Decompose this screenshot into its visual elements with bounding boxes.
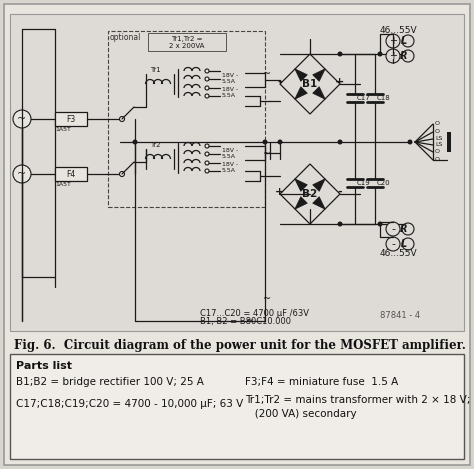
Text: ~: ~: [263, 294, 271, 304]
Text: 87841 - 4: 87841 - 4: [380, 311, 420, 320]
Text: Tr1,Tr2 =
2 x 200VA: Tr1,Tr2 = 2 x 200VA: [169, 36, 205, 48]
Circle shape: [119, 172, 125, 176]
Text: optional: optional: [110, 33, 141, 42]
Circle shape: [133, 139, 137, 144]
Circle shape: [377, 52, 383, 56]
Circle shape: [408, 139, 412, 144]
Text: B1;B2 = bridge rectifier 100 V; 25 A: B1;B2 = bridge rectifier 100 V; 25 A: [16, 377, 204, 387]
Text: +: +: [389, 51, 397, 61]
Circle shape: [205, 144, 209, 148]
Circle shape: [13, 165, 31, 183]
Text: ~: ~: [263, 149, 271, 159]
Circle shape: [386, 34, 400, 48]
Circle shape: [402, 35, 414, 47]
Circle shape: [205, 169, 209, 173]
Text: Fig. 6.  Circuit diagram of the power unit for the MOSFET amplifier.: Fig. 6. Circuit diagram of the power uni…: [14, 339, 466, 352]
Text: Tr1: Tr1: [150, 67, 160, 73]
Text: F3: F3: [66, 114, 76, 123]
Text: L: L: [401, 239, 407, 249]
Circle shape: [337, 221, 343, 227]
Text: ~: ~: [263, 69, 271, 79]
Text: C19: C19: [357, 180, 371, 186]
Text: O: O: [435, 121, 440, 126]
Bar: [108, 31, 265, 207]
Text: +: +: [389, 36, 397, 46]
Text: -: -: [337, 187, 342, 197]
Circle shape: [402, 223, 414, 235]
Circle shape: [377, 221, 383, 227]
Text: 18V -
5.5A: 18V - 5.5A: [222, 148, 238, 159]
Text: B1, B2 = B80C10.000: B1, B2 = B80C10.000: [200, 317, 291, 326]
Polygon shape: [295, 69, 307, 81]
Polygon shape: [313, 87, 325, 99]
Circle shape: [119, 116, 125, 121]
Text: ~: ~: [18, 114, 27, 124]
Polygon shape: [295, 179, 307, 191]
Polygon shape: [295, 197, 307, 209]
Text: 18V -
5.5A: 18V - 5.5A: [222, 162, 238, 173]
Text: O: O: [435, 149, 440, 153]
Text: -: -: [278, 77, 283, 87]
Text: +: +: [336, 77, 345, 87]
Text: L: L: [401, 36, 407, 46]
Circle shape: [277, 139, 283, 144]
Text: ~: ~: [246, 316, 254, 326]
Circle shape: [205, 94, 209, 98]
Text: C17: C17: [357, 95, 371, 101]
Text: F3;F4 = miniature fuse  1.5 A: F3;F4 = miniature fuse 1.5 A: [245, 377, 398, 387]
Text: R: R: [400, 224, 408, 234]
Bar: [10, 14, 464, 331]
Bar: [55, 112, 87, 126]
Text: Parts list: Parts list: [16, 361, 72, 371]
Text: 1A5T: 1A5T: [55, 127, 71, 132]
Text: 18V -
5.5A: 18V - 5.5A: [222, 73, 238, 84]
Circle shape: [337, 52, 343, 56]
Text: O: O: [435, 157, 440, 161]
Circle shape: [13, 110, 31, 128]
Text: R: R: [400, 51, 408, 61]
Circle shape: [205, 86, 209, 90]
Text: F4: F4: [66, 169, 76, 179]
Polygon shape: [313, 69, 325, 81]
Circle shape: [386, 222, 400, 236]
Bar: [10, 354, 464, 459]
Polygon shape: [313, 179, 325, 191]
Circle shape: [205, 161, 209, 165]
Polygon shape: [313, 197, 325, 209]
Text: C17;C18;C19;C20 = 4700 - 10,000 μF; 63 V: C17;C18;C19;C20 = 4700 - 10,000 μF; 63 V: [16, 399, 243, 409]
Text: O: O: [435, 129, 440, 134]
Text: Tr1;Tr2 = mains transformer with 2 × 18 V; 5.5 A: Tr1;Tr2 = mains transformer with 2 × 18 …: [245, 395, 474, 405]
Text: +: +: [275, 187, 284, 197]
Bar: [148, 33, 226, 51]
Circle shape: [205, 69, 209, 73]
Circle shape: [337, 139, 343, 144]
Text: 1A5T: 1A5T: [55, 182, 71, 187]
Circle shape: [386, 49, 400, 63]
Text: -: -: [391, 224, 395, 234]
Polygon shape: [295, 87, 307, 99]
Circle shape: [263, 139, 267, 144]
Text: C20: C20: [377, 180, 391, 186]
Text: Tr2: Tr2: [150, 142, 160, 148]
Text: 46...55V: 46...55V: [380, 26, 418, 35]
Text: (200 VA) secondary: (200 VA) secondary: [245, 409, 356, 419]
Text: B2: B2: [302, 189, 318, 199]
Bar: [447, 132, 451, 152]
Bar: [55, 167, 87, 181]
Text: 46...55V: 46...55V: [380, 249, 418, 258]
Circle shape: [205, 152, 209, 156]
Circle shape: [402, 50, 414, 62]
Text: LS: LS: [435, 142, 442, 146]
Circle shape: [205, 77, 209, 81]
Circle shape: [402, 238, 414, 250]
Text: 18V -
5.5A: 18V - 5.5A: [222, 87, 238, 98]
Text: B1: B1: [302, 79, 318, 89]
Circle shape: [386, 237, 400, 251]
Text: ~: ~: [18, 169, 27, 179]
Text: -: -: [391, 239, 395, 249]
Text: C18: C18: [377, 95, 391, 101]
Text: C17...C20 = 4700 μF /63V: C17...C20 = 4700 μF /63V: [200, 309, 309, 318]
Text: LS: LS: [435, 136, 442, 141]
